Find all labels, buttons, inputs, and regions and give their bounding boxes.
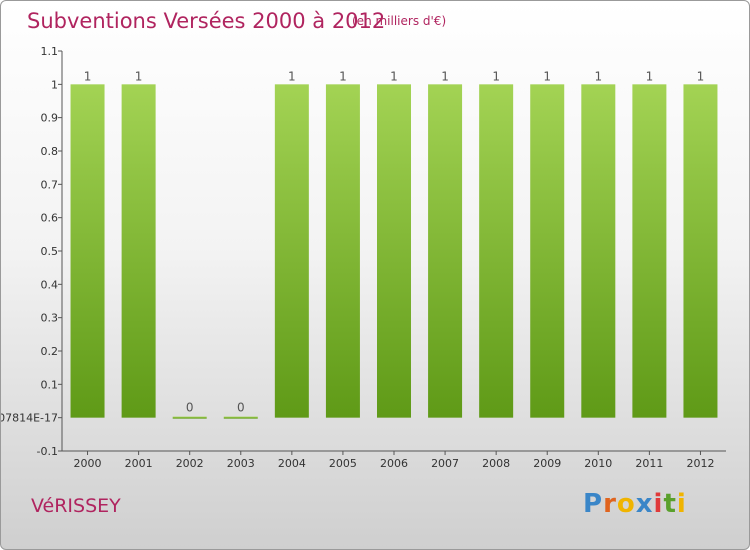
proxiti-logo: Proxiti bbox=[583, 489, 687, 519]
x-tick-label-2002: 2002 bbox=[176, 457, 204, 470]
bar-2011 bbox=[632, 84, 667, 418]
axis-layer: -0.1 1.3877787807814E-17 0.1 0.2 0.3 0.4 0.5 0.… bbox=[1, 45, 726, 470]
x-tick-label-2006: 2006 bbox=[380, 457, 408, 470]
y-tick-label: 0.6 bbox=[41, 212, 59, 225]
x-tick-label-2004: 2004 bbox=[278, 457, 306, 470]
data-label-2002: 0 bbox=[186, 401, 194, 415]
x-tick-label-2000: 2000 bbox=[74, 457, 102, 470]
data-label-2006: 1 bbox=[390, 69, 398, 83]
bar-2004 bbox=[274, 84, 309, 418]
y-tick-label: 0.8 bbox=[41, 145, 59, 158]
data-label-2008: 1 bbox=[492, 69, 500, 83]
bar-2009 bbox=[530, 84, 565, 418]
data-label-2010: 1 bbox=[594, 69, 602, 83]
x-tick-label-2012: 2012 bbox=[686, 457, 714, 470]
bar-2000 bbox=[70, 84, 105, 418]
bar-2012 bbox=[683, 84, 718, 418]
x-tick-label-2007: 2007 bbox=[431, 457, 459, 470]
bar-2008 bbox=[479, 84, 514, 418]
y-tick-label: 1.3877787807814E-17 bbox=[1, 412, 58, 425]
x-tick-label-2009: 2009 bbox=[533, 457, 561, 470]
bars-layer: 1 1 0 0 1 1 1 1 1 1 1 1 1 bbox=[70, 69, 718, 419]
data-label-2004: 1 bbox=[288, 69, 296, 83]
x-tick-label-2005: 2005 bbox=[329, 457, 357, 470]
y-tick-label: 0.7 bbox=[41, 178, 59, 191]
x-tick-label-2010: 2010 bbox=[584, 457, 612, 470]
y-tick-label: 0.4 bbox=[41, 278, 59, 291]
x-tick-label-2008: 2008 bbox=[482, 457, 510, 470]
bar-2005 bbox=[325, 84, 360, 418]
chart-title: Subventions Versées 2000 à 2012 bbox=[27, 9, 386, 33]
logo-letter: i bbox=[676, 489, 687, 519]
x-tick-label-2001: 2001 bbox=[125, 457, 153, 470]
y-tick-label: 0.9 bbox=[41, 112, 59, 125]
y-tick-label: 0.1 bbox=[41, 378, 59, 391]
bar-2007 bbox=[428, 84, 463, 418]
logo-letter: x bbox=[635, 489, 654, 519]
chart-unit-label: (en milliers d'€) bbox=[352, 14, 447, 28]
y-tick-label: 0.2 bbox=[41, 345, 59, 358]
x-tick-label-2011: 2011 bbox=[635, 457, 663, 470]
data-label-2005: 1 bbox=[339, 69, 347, 83]
logo-letter: i bbox=[653, 489, 664, 519]
data-label-2012: 1 bbox=[697, 69, 705, 83]
y-tick-label: 0.3 bbox=[41, 312, 59, 325]
y-tick-label: 0.5 bbox=[41, 245, 59, 258]
logo-letter: r bbox=[603, 489, 617, 519]
logo-letter: o bbox=[616, 489, 636, 519]
data-label-2009: 1 bbox=[543, 69, 551, 83]
bar-2006 bbox=[377, 84, 411, 418]
bar-2003 bbox=[223, 416, 258, 419]
y-tick-label: 1 bbox=[51, 78, 58, 91]
commune-name: VéRISSEY bbox=[31, 495, 121, 517]
data-label-2003: 0 bbox=[237, 401, 245, 415]
bar-2002 bbox=[172, 416, 207, 419]
data-label-2011: 1 bbox=[646, 69, 654, 83]
data-label-2007: 1 bbox=[441, 69, 449, 83]
y-tick-label: -0.1 bbox=[37, 445, 58, 458]
data-label-2000: 1 bbox=[84, 69, 92, 83]
logo-letter: t bbox=[663, 489, 677, 519]
bar-2010 bbox=[581, 84, 616, 418]
logo-letter: P bbox=[583, 489, 604, 519]
data-label-2001: 1 bbox=[135, 69, 143, 83]
y-tick-label: 1.1 bbox=[41, 45, 59, 58]
bar-2001 bbox=[121, 84, 156, 418]
x-tick-label-2003: 2003 bbox=[227, 457, 255, 470]
